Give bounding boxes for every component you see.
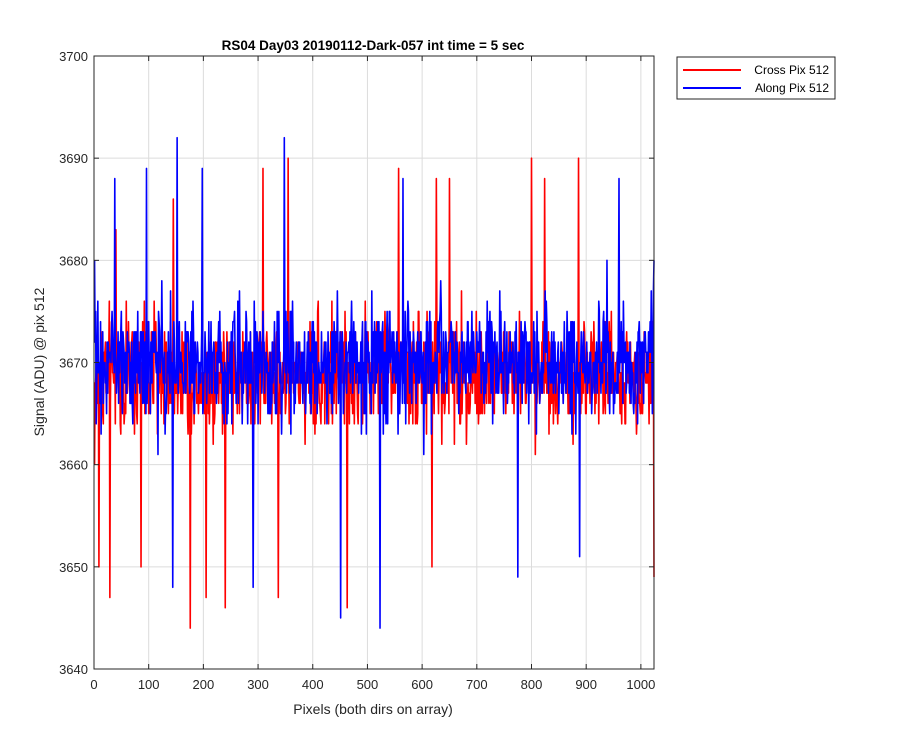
- legend-label-along: Along Pix 512: [755, 81, 829, 95]
- y-axis-label: Signal (ADU) @ pix 512: [31, 287, 47, 436]
- axis-ticks: 0 100 200 300 400 500 600 700 800 900 1000 3640 3650…: [59, 49, 655, 692]
- legend: Cross Pix 512 Along Pix 512: [676, 56, 836, 100]
- x-tick-label: 100: [138, 677, 160, 692]
- x-tick-label: 1000: [626, 677, 655, 692]
- x-axis-label: Pixels (both dirs on array): [293, 701, 453, 717]
- x-tick-label: 0: [90, 677, 97, 692]
- x-tick-label: 900: [575, 677, 597, 692]
- x-tick-label: 700: [466, 677, 488, 692]
- y-tick-label: 3670: [59, 356, 88, 371]
- y-tick-label: 3680: [59, 253, 88, 268]
- y-tick-label: 3690: [59, 151, 88, 166]
- x-tick-label: 600: [411, 677, 433, 692]
- y-tick-label: 3650: [59, 560, 88, 575]
- x-tick-label: 500: [357, 677, 379, 692]
- y-tick-label: 3660: [59, 458, 88, 473]
- plot-area: 0 100 200 300 400 500 600 700 800 900 1000 3640 3650…: [59, 49, 655, 692]
- legend-label-cross: Cross Pix 512: [754, 63, 829, 77]
- x-tick-label: 800: [521, 677, 543, 692]
- series-lines: [93, 136, 655, 629]
- series-line-along-pix-512: [93, 136, 655, 629]
- x-tick-label: 300: [247, 677, 269, 692]
- x-tick-label: 400: [302, 677, 324, 692]
- legend-box: [676, 56, 836, 100]
- y-tick-label: 3700: [59, 49, 88, 64]
- y-tick-label: 3640: [59, 662, 88, 677]
- x-tick-label: 200: [193, 677, 215, 692]
- chart-title: RS04 Day03 20190112-Dark-057 int time = …: [222, 38, 525, 53]
